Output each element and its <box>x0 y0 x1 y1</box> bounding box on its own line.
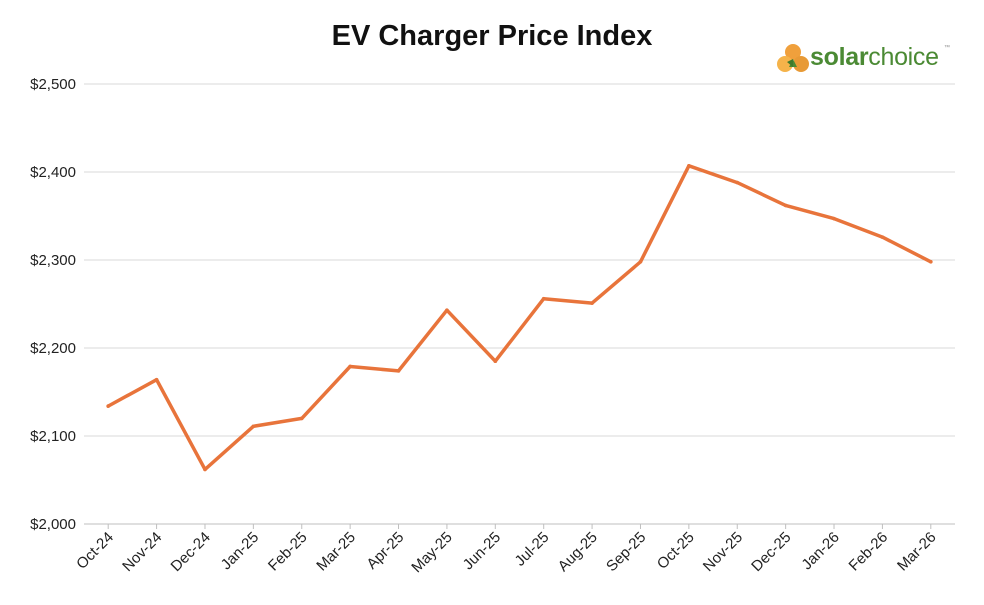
x-tick-label: Mar-26 <box>894 529 940 575</box>
data-point <box>396 369 401 373</box>
trademark-mark: ™ <box>944 45 950 51</box>
data-point <box>783 203 788 208</box>
data-point <box>735 180 740 185</box>
y-tick-label: $2,400 <box>30 164 76 181</box>
y-axis: $2,000 $2,100 $2,200 $2,300 $2,400 $2,500 <box>30 76 76 533</box>
data-point <box>590 301 594 305</box>
data-point <box>493 359 498 364</box>
series-group <box>106 164 933 472</box>
x-tick-label: Mar-25 <box>313 529 359 575</box>
x-tick-label: Aug-25 <box>555 529 601 575</box>
data-point <box>299 416 304 421</box>
data-point <box>106 404 110 408</box>
y-tick-label: $2,500 <box>30 76 76 93</box>
x-tick-label: Nov-25 <box>700 529 746 575</box>
x-tick-label: May-25 <box>408 529 455 576</box>
x-tick-label: Feb-25 <box>265 529 311 575</box>
brand-word-solar: solar <box>810 43 869 71</box>
x-tick-label: Dec-24 <box>168 529 214 575</box>
brand-logo-text: solarchoice <box>810 43 939 72</box>
x-axis: Oct-24 Nov-24 Dec-24 Jan-25 Feb-25 Mar-25 Apr-… <box>73 523 955 576</box>
brand-word-choice: choice <box>868 43 939 71</box>
data-point <box>203 467 207 472</box>
x-tick-label: Oct-25 <box>654 529 698 573</box>
data-point <box>348 364 352 369</box>
x-tick-label: Oct-24 <box>73 529 117 573</box>
x-tick-label: Sep-25 <box>603 529 649 575</box>
data-point <box>929 259 933 264</box>
data-point <box>638 259 643 264</box>
x-tick-label: Feb-26 <box>846 529 892 575</box>
sun-petals-icon <box>777 44 809 72</box>
y-tick-label: $2,000 <box>30 516 76 533</box>
series-line <box>106 164 933 472</box>
x-tick-label: Jan-26 <box>798 529 842 573</box>
chart-title: EV Charger Price Index <box>331 20 653 52</box>
x-tick-label: Apr-25 <box>363 529 407 573</box>
data-point <box>154 377 159 382</box>
data-point <box>541 296 546 301</box>
y-tick-label: $2,200 <box>30 340 76 357</box>
x-tick-label: Jun-25 <box>460 529 504 573</box>
data-point <box>251 424 256 429</box>
data-point <box>832 216 836 221</box>
y-tick-label: $2,100 <box>30 428 76 445</box>
x-tick-label: Jan-25 <box>218 529 262 573</box>
x-tick-label: Nov-24 <box>119 529 165 575</box>
x-tick-label: Jul-25 <box>512 529 553 570</box>
data-point <box>445 308 449 312</box>
data-point <box>880 235 885 239</box>
y-tick-label: $2,300 <box>30 252 76 269</box>
gridlines <box>84 83 955 437</box>
x-tick-label: Dec-25 <box>748 529 794 575</box>
data-point <box>687 164 691 168</box>
